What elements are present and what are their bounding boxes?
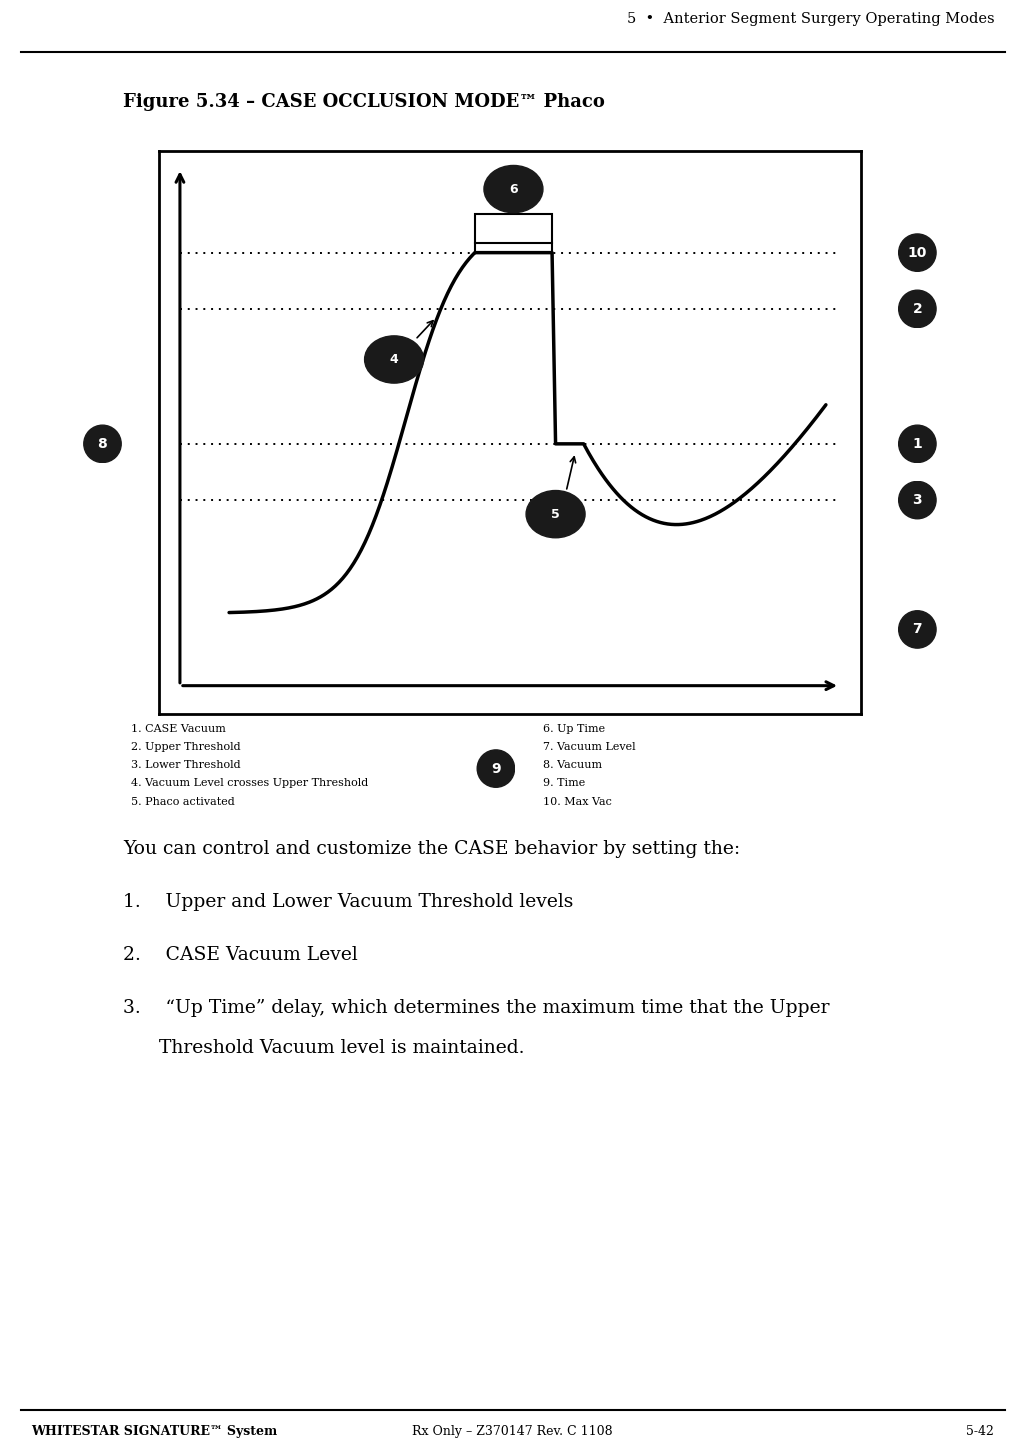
- Text: 9. Time: 9. Time: [543, 779, 585, 789]
- Text: You can control and customize the CASE behavior by setting the:: You can control and customize the CASE b…: [123, 839, 740, 858]
- Text: 4. Vacuum Level crosses Upper Threshold: 4. Vacuum Level crosses Upper Threshold: [131, 779, 369, 789]
- Text: 5  •  Anterior Segment Surgery Operating Modes: 5 • Anterior Segment Surgery Operating M…: [626, 12, 994, 26]
- Text: 2. Upper Threshold: 2. Upper Threshold: [131, 743, 241, 753]
- Circle shape: [484, 166, 543, 213]
- Circle shape: [899, 425, 936, 463]
- Text: WHITESTAR SIGNATURE™ System: WHITESTAR SIGNATURE™ System: [31, 1425, 277, 1438]
- Text: Figure 5.34 – CASE OCCLUSION MODE™ Phaco: Figure 5.34 – CASE OCCLUSION MODE™ Phaco: [123, 94, 605, 111]
- Text: 3: 3: [912, 493, 922, 508]
- Text: 5-42: 5-42: [967, 1425, 994, 1438]
- Text: Threshold Vacuum level is maintained.: Threshold Vacuum level is maintained.: [123, 1040, 525, 1057]
- Text: 7. Vacuum Level: 7. Vacuum Level: [543, 743, 636, 753]
- Text: 2: 2: [912, 301, 922, 316]
- Text: 10. Max Vac: 10. Max Vac: [543, 796, 612, 806]
- Circle shape: [899, 611, 936, 647]
- Text: 1.  Upper and Lower Vacuum Threshold levels: 1. Upper and Lower Vacuum Threshold leve…: [123, 893, 573, 911]
- Text: 1: 1: [912, 437, 922, 451]
- Text: 10: 10: [908, 245, 927, 260]
- Circle shape: [526, 490, 585, 538]
- Bar: [475, 215, 552, 242]
- Text: Rx Only – Z370147 Rev. C 1108: Rx Only – Z370147 Rev. C 1108: [412, 1425, 613, 1438]
- Circle shape: [365, 336, 423, 384]
- Circle shape: [84, 425, 121, 463]
- Circle shape: [478, 750, 515, 787]
- Circle shape: [899, 482, 936, 519]
- Text: 8. Vacuum: 8. Vacuum: [543, 760, 603, 770]
- Text: 5: 5: [551, 508, 560, 521]
- Text: 6. Up Time: 6. Up Time: [543, 724, 606, 734]
- Text: 2.  CASE Vacuum Level: 2. CASE Vacuum Level: [123, 946, 358, 963]
- Text: 5. Phaco activated: 5. Phaco activated: [131, 796, 235, 806]
- Text: 4: 4: [390, 353, 399, 366]
- Text: 6: 6: [509, 183, 518, 196]
- Circle shape: [899, 290, 936, 327]
- Circle shape: [899, 234, 936, 271]
- Text: 1. CASE Vacuum: 1. CASE Vacuum: [131, 724, 227, 734]
- Text: 3.  “Up Time” delay, which determines the maximum time that the Upper: 3. “Up Time” delay, which determines the…: [123, 999, 829, 1017]
- Text: 8: 8: [97, 437, 108, 451]
- Text: 9: 9: [491, 761, 500, 776]
- Text: 3. Lower Threshold: 3. Lower Threshold: [131, 760, 241, 770]
- Text: 7: 7: [912, 623, 922, 636]
